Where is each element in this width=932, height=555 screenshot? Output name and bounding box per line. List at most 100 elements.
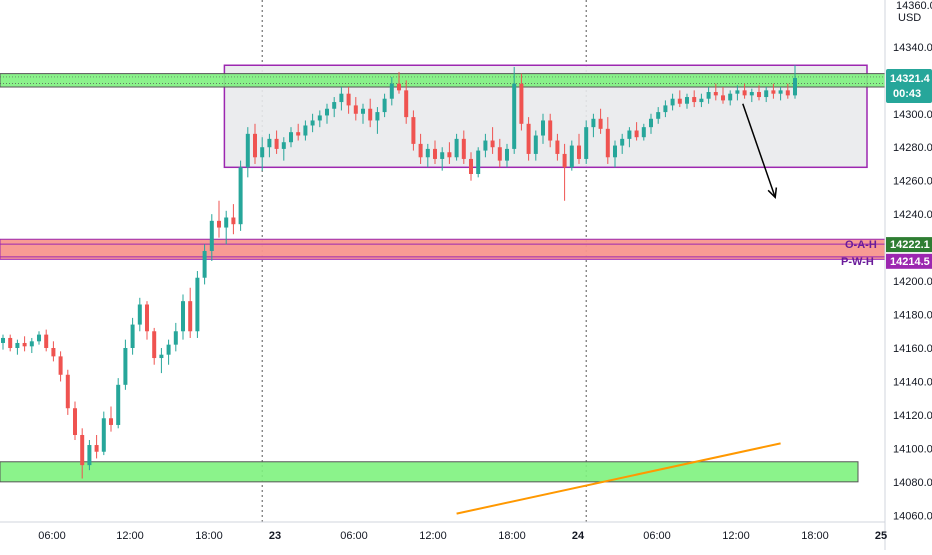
- candle-body[interactable]: [80, 435, 85, 466]
- candle-body[interactable]: [591, 118, 596, 128]
- candle-body[interactable]: [576, 145, 581, 159]
- candle-body[interactable]: [166, 344, 171, 355]
- candle-body[interactable]: [728, 93, 733, 101]
- candle-body[interactable]: [375, 112, 380, 121]
- candle-body[interactable]: [58, 356, 63, 375]
- candle-body[interactable]: [51, 348, 56, 357]
- candle-body[interactable]: [397, 83, 402, 91]
- candle-body[interactable]: [699, 98, 704, 103]
- candle-body[interactable]: [778, 90, 783, 94]
- candle-body[interactable]: [317, 115, 322, 121]
- candle-body[interactable]: [87, 445, 92, 466]
- candle-body[interactable]: [116, 384, 121, 425]
- candle-body[interactable]: [144, 304, 149, 332]
- candle-body[interactable]: [764, 90, 769, 98]
- candle-body[interactable]: [123, 348, 128, 385]
- candle-body[interactable]: [36, 334, 41, 342]
- candle-body[interactable]: [368, 108, 373, 121]
- candle-body[interactable]: [94, 445, 99, 452]
- candle-body[interactable]: [44, 334, 49, 348]
- candle-body[interactable]: [634, 130, 639, 138]
- candle-body[interactable]: [497, 147, 502, 161]
- candle-body[interactable]: [785, 90, 790, 96]
- candle-body[interactable]: [152, 331, 157, 359]
- candle-body[interactable]: [1, 337, 5, 343]
- candle-body[interactable]: [360, 108, 365, 114]
- candle-body[interactable]: [670, 98, 675, 106]
- candle-body[interactable]: [562, 153, 567, 168]
- candle-body[interactable]: [490, 140, 495, 148]
- candle-body[interactable]: [533, 135, 538, 154]
- candle-body[interactable]: [663, 105, 668, 113]
- candle-body[interactable]: [749, 92, 754, 96]
- candle-body[interactable]: [735, 90, 740, 94]
- candle-body[interactable]: [310, 120, 315, 126]
- candle-body[interactable]: [389, 83, 394, 99]
- red-resistance-zone[interactable]: [0, 238, 886, 260]
- candle-body[interactable]: [425, 148, 430, 158]
- candle-body[interactable]: [677, 98, 682, 104]
- candle-body[interactable]: [598, 118, 603, 129]
- candle-body[interactable]: [627, 130, 632, 139]
- candle-body[interactable]: [238, 167, 243, 225]
- candle-body[interactable]: [461, 138, 466, 159]
- candle-body[interactable]: [346, 93, 351, 106]
- candle-body[interactable]: [217, 220, 221, 228]
- candle-body[interactable]: [137, 304, 142, 325]
- candle-body[interactable]: [771, 90, 776, 94]
- candle-body[interactable]: [195, 277, 200, 332]
- candle-body[interactable]: [433, 148, 437, 159]
- candle-body[interactable]: [274, 138, 279, 149]
- candle-body[interactable]: [519, 83, 524, 124]
- green-support-zone[interactable]: [0, 461, 859, 483]
- candle-body[interactable]: [505, 148, 510, 161]
- candle-body[interactable]: [684, 97, 689, 104]
- candle-body[interactable]: [339, 93, 344, 103]
- candle-body[interactable]: [101, 418, 106, 452]
- candle-body[interactable]: [721, 95, 726, 101]
- candle-body[interactable]: [792, 77, 797, 96]
- candle-body[interactable]: [130, 324, 135, 348]
- green-resistance-zone[interactable]: [0, 73, 886, 88]
- candle-body[interactable]: [332, 102, 337, 109]
- candle-body[interactable]: [353, 105, 358, 114]
- candle-body[interactable]: [209, 220, 214, 251]
- candle-body[interactable]: [706, 92, 711, 99]
- candle-body[interactable]: [411, 117, 416, 144]
- trendline[interactable]: [456, 442, 781, 515]
- candle-body[interactable]: [65, 374, 70, 409]
- candle-body[interactable]: [620, 138, 625, 146]
- candle-body[interactable]: [555, 140, 560, 154]
- candle-body[interactable]: [173, 331, 178, 345]
- candle-body[interactable]: [29, 341, 34, 347]
- candle-body[interactable]: [418, 143, 423, 158]
- candle-body[interactable]: [569, 145, 574, 168]
- candle-body[interactable]: [656, 112, 661, 119]
- candle-body[interactable]: [742, 90, 747, 96]
- candle-body[interactable]: [605, 128, 610, 158]
- candle-body[interactable]: [541, 120, 545, 136]
- candle-body[interactable]: [289, 132, 294, 143]
- candle-body[interactable]: [447, 152, 452, 158]
- candle-body[interactable]: [267, 138, 272, 148]
- candle-body[interactable]: [468, 158, 473, 174]
- candle-body[interactable]: [296, 132, 301, 136]
- candle-body[interactable]: [454, 138, 459, 158]
- candle-body[interactable]: [109, 418, 113, 425]
- candle-body[interactable]: [181, 301, 186, 332]
- arrow-shaft[interactable]: [742, 103, 776, 198]
- candle-body[interactable]: [281, 142, 286, 149]
- candle-body[interactable]: [692, 97, 697, 103]
- candle-body[interactable]: [526, 123, 531, 154]
- candle-body[interactable]: [325, 108, 329, 116]
- candle-body[interactable]: [8, 337, 13, 348]
- candle-body[interactable]: [224, 217, 229, 228]
- candle-body[interactable]: [713, 92, 718, 96]
- candle-body[interactable]: [202, 250, 207, 278]
- candle-body[interactable]: [548, 120, 553, 141]
- candle-body[interactable]: [404, 90, 409, 118]
- candle-body[interactable]: [512, 83, 517, 149]
- candle-body[interactable]: [245, 133, 250, 168]
